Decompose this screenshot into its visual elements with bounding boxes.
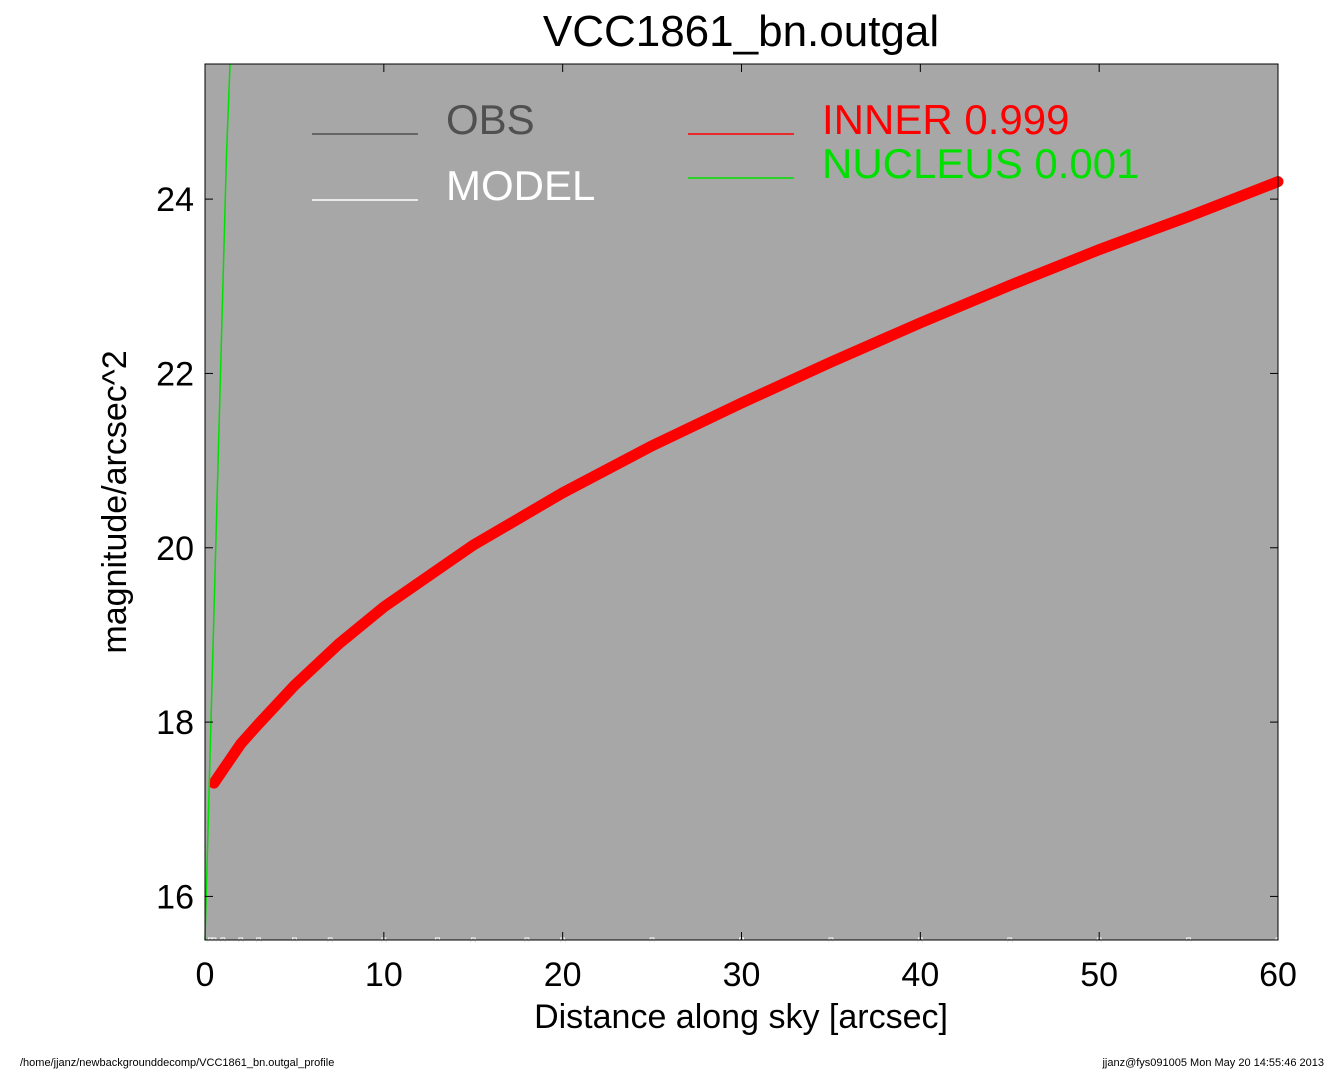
y-tick-label: 20 <box>156 530 194 568</box>
x-tick-label: 10 <box>365 956 403 994</box>
legend-label-obs: OBS <box>446 96 535 143</box>
x-tick-label: 40 <box>901 956 939 994</box>
series-point-inner <box>469 541 478 550</box>
inner-curve-layer <box>208 176 1284 789</box>
series-point-inner <box>379 603 388 612</box>
legend-label-nucleus: NUCLEUS 0.001 <box>822 140 1139 187</box>
y-tick-label: 18 <box>156 704 194 742</box>
y-tick-label: 16 <box>156 878 194 916</box>
chart-title: VCC1861_bn.outgal <box>543 7 939 56</box>
series-point-inner <box>1184 212 1193 221</box>
x-tick-label: 60 <box>1259 956 1297 994</box>
series-point-inner <box>209 779 218 788</box>
nucleus-curve-layer <box>204 63 231 941</box>
series-point-inner <box>737 399 746 408</box>
series-line-nucleus <box>204 63 231 941</box>
x-tick-label: 30 <box>723 956 761 994</box>
series-point-inner <box>254 719 263 728</box>
series-point-inner <box>236 739 245 748</box>
y-tick-label: 24 <box>156 181 194 219</box>
x-tick-label: 50 <box>1080 956 1118 994</box>
x-tick-label: 0 <box>196 956 215 994</box>
legend: OBS MODEL INNER 0.999 NUCLEUS 0.001 <box>312 96 1139 209</box>
x-axis: 0 10 20 30 40 50 60 <box>196 64 1297 994</box>
series-point-inner <box>1095 245 1104 254</box>
y-tick-label: 22 <box>156 355 194 393</box>
y-axis: 16 18 20 22 24 <box>156 181 1278 916</box>
series-point-inner <box>218 766 227 775</box>
y-axis-label: magnitude/arcsec^2 <box>96 350 134 653</box>
series-point-inner <box>648 441 657 450</box>
series-point-inner <box>826 358 835 367</box>
series-point-inner <box>1005 281 1014 290</box>
plot-area <box>205 64 1278 940</box>
x-tick-label: 20 <box>544 956 582 994</box>
legend-label-inner: INNER 0.999 <box>822 96 1069 143</box>
footer-user-timestamp: jjanz@fys091005 Mon May 20 14:55:46 2013 <box>1102 1057 1324 1069</box>
series-point-inner <box>558 488 567 497</box>
series-point-inner <box>335 639 344 648</box>
legend-label-model: MODEL <box>446 162 595 209</box>
series-point-inner <box>290 681 299 690</box>
footer-file-path: /home/jjanz/newbackgrounddecomp/VCC1861_… <box>20 1057 335 1069</box>
x-axis-label: Distance along sky [arcsec] <box>534 998 948 1036</box>
series-point-inner <box>916 318 925 327</box>
